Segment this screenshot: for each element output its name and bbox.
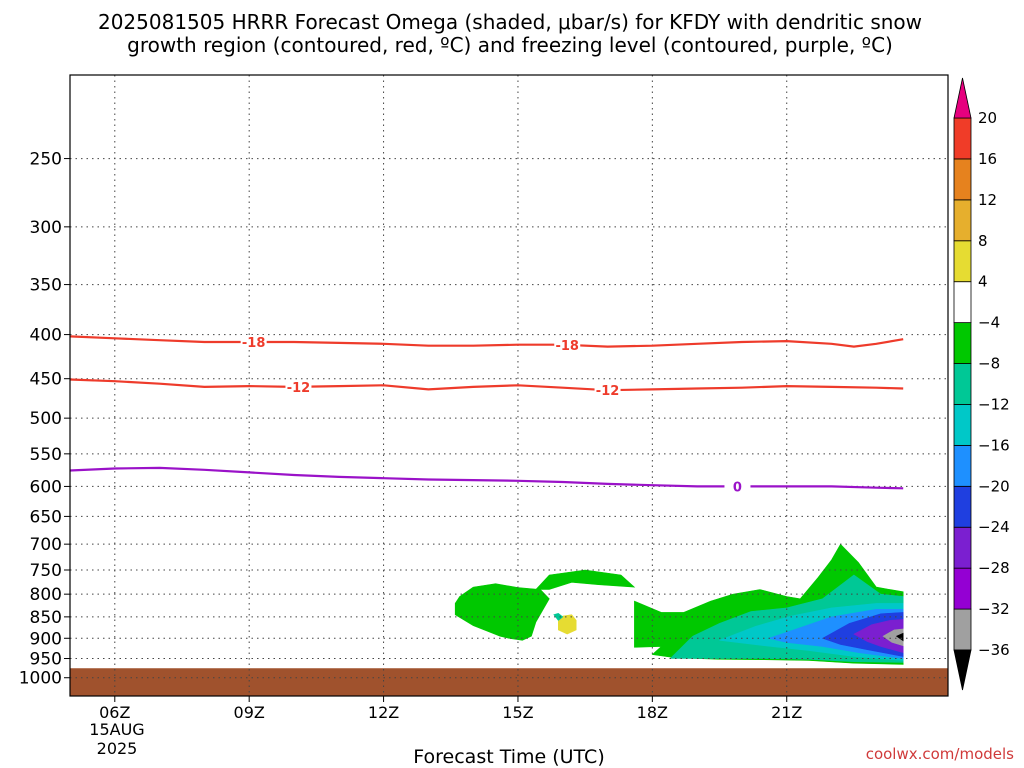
y-tick-label-850: 850 bbox=[30, 608, 62, 628]
y-tick-label-800: 800 bbox=[30, 585, 62, 605]
date-line-year: 2025 bbox=[97, 739, 138, 758]
colorbar-label-10: −24 bbox=[978, 518, 1010, 536]
chart-title-line1: 2025081505 HRRR Forecast Omega (shaded, … bbox=[98, 10, 922, 34]
x-tick-label-18: 18Z bbox=[637, 703, 668, 722]
contour-label-bg-1-0 bbox=[285, 379, 312, 394]
contour-label-0-0: -18 bbox=[242, 336, 266, 351]
colorbar-segment-6 bbox=[953, 363, 972, 405]
y-tick-label-900: 900 bbox=[30, 629, 62, 649]
colorbar-label-4: 4 bbox=[978, 273, 988, 291]
omega-shading bbox=[454, 543, 904, 665]
colorbar-segment-11 bbox=[953, 158, 972, 201]
colorbar-segment-9 bbox=[953, 240, 972, 283]
colorbar-segment-2 bbox=[953, 526, 972, 569]
contour-line-2 bbox=[70, 466, 904, 490]
colorbar-segment-7 bbox=[953, 322, 972, 364]
colorbar-under-arrow bbox=[953, 649, 972, 691]
x-axis-label: Forecast Time (UTC) bbox=[413, 746, 604, 768]
colorbar-label-3: 8 bbox=[978, 232, 988, 250]
colorbar-segment-5 bbox=[953, 404, 972, 446]
colorbar-label-2: 12 bbox=[978, 191, 997, 209]
y-tick-label-400: 400 bbox=[30, 326, 62, 346]
colorbar-segment-0 bbox=[953, 608, 972, 651]
y-tick-label-550: 550 bbox=[30, 445, 62, 465]
pressure-axis: 2503003504004505005506006507007508008509… bbox=[19, 150, 70, 689]
contour-line-0 bbox=[70, 335, 904, 348]
y-tick-label-600: 600 bbox=[30, 477, 62, 497]
omega-region-3 bbox=[553, 612, 564, 621]
credit-text: coolwx.com/models bbox=[866, 745, 1014, 763]
contour-label-bg-0-1 bbox=[554, 337, 581, 352]
omega-region-2 bbox=[557, 614, 577, 635]
omega-region-11 bbox=[895, 632, 904, 642]
colorbar-label-12: −32 bbox=[978, 600, 1010, 618]
omega-colorbar: 20 16 12 8 4 −4 −8 −12 −16 −20 −24 −28 −32 −36 bbox=[953, 77, 1010, 691]
contour-label-1-0: -12 bbox=[287, 381, 311, 396]
colorbar-segment-3 bbox=[953, 485, 972, 528]
y-tick-label-300: 300 bbox=[30, 218, 62, 238]
x-tick-label-21: 21Z bbox=[771, 703, 802, 722]
contour-label-bg-0-0 bbox=[240, 334, 267, 349]
colorbar-label-1: 16 bbox=[978, 150, 997, 168]
chart-title-line2: growth region (contoured, red, ºC) and f… bbox=[127, 33, 893, 57]
colorbar-label-11: −28 bbox=[978, 559, 1010, 577]
y-tick-label-750: 750 bbox=[30, 561, 62, 581]
y-tick-label-250: 250 bbox=[30, 150, 62, 170]
y-tick-label-650: 650 bbox=[30, 507, 62, 527]
contour-line-1 bbox=[70, 378, 904, 392]
colorbar-label-5: −4 bbox=[978, 314, 1000, 332]
y-tick-label-350: 350 bbox=[30, 276, 62, 296]
contour-label-1-1: -12 bbox=[596, 384, 620, 399]
y-tick-label-950: 950 bbox=[30, 650, 62, 670]
x-tick-label-12: 12Z bbox=[368, 703, 399, 722]
x-tick-label-6: 06Z bbox=[99, 703, 130, 722]
colorbar-segment-8 bbox=[953, 281, 972, 324]
omega-region-0 bbox=[454, 583, 550, 641]
date-line-day: 15AUG bbox=[89, 720, 144, 739]
below-ground-surface bbox=[70, 668, 948, 696]
contour-label-bg-2-0 bbox=[724, 479, 751, 494]
y-tick-label-500: 500 bbox=[30, 409, 62, 429]
colorbar-segment-1 bbox=[953, 567, 972, 610]
colorbar-label-8: −16 bbox=[978, 436, 1010, 454]
contour-label-bg-1-1 bbox=[594, 383, 621, 398]
y-tick-label-1000: 1000 bbox=[19, 669, 62, 689]
plot-area: -18 -18 -12 -12 0 bbox=[69, 74, 949, 697]
colorbar-label-7: −12 bbox=[978, 395, 1010, 413]
temperature-contours: -18 -18 -12 -12 0 bbox=[70, 334, 904, 495]
plot-frame bbox=[69, 74, 949, 697]
time-axis: 06Z 09Z 12Z 15Z 18Z 21Z bbox=[99, 696, 802, 722]
colorbar-label-13: −36 bbox=[978, 641, 1010, 659]
omega-region-1 bbox=[535, 569, 636, 590]
y-tick-label-450: 450 bbox=[30, 370, 62, 390]
contour-label-2-0: 0 bbox=[733, 480, 742, 495]
colorbar-label-0: 20 bbox=[978, 109, 997, 127]
x-tick-label-9: 09Z bbox=[234, 703, 265, 722]
x-tick-label-15: 15Z bbox=[502, 703, 533, 722]
contour-label-0-1: -18 bbox=[555, 339, 579, 354]
colorbar-segment-12 bbox=[953, 117, 972, 160]
colorbar-segment-4 bbox=[953, 444, 972, 487]
colorbar-segment-10 bbox=[953, 199, 972, 242]
y-tick-label-700: 700 bbox=[30, 535, 62, 555]
colorbar-label-6: −8 bbox=[978, 355, 1000, 373]
colorbar-over-arrow bbox=[953, 77, 972, 119]
colorbar-label-9: −20 bbox=[978, 477, 1010, 495]
